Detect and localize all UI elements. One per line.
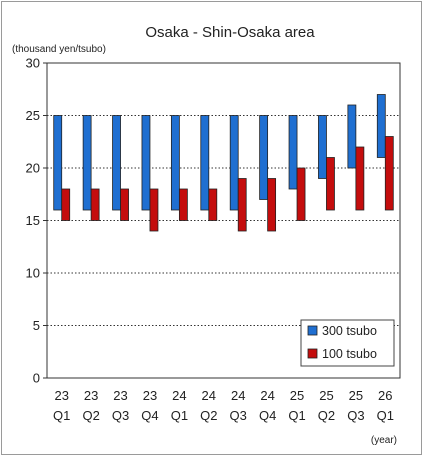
x-tick-quarter-10: Q3 [347, 408, 364, 423]
y-tick-label-10: 10 [26, 266, 40, 281]
y-tick-label-0: 0 [33, 371, 40, 386]
bars [53, 94, 394, 232]
bar-100-tsubo-24-Q2 [208, 188, 218, 221]
bar-100-tsubo-26-Q1 [384, 136, 394, 211]
legend-swatch-300-tsubo [307, 325, 318, 336]
bar-100-tsubo-24-Q4 [267, 178, 277, 232]
bar-100-tsubo-23-Q3 [120, 188, 129, 221]
y-tick-labels: 0 5 10 15 20 25 30 [26, 56, 47, 386]
bar-300-tsubo-23-Q1 [53, 115, 63, 211]
bar-300-tsubo-25-Q1 [288, 115, 298, 190]
bar-300-tsubo-25-Q2 [318, 115, 327, 179]
x-tick-year-8: 25 [290, 388, 304, 403]
x-tick-quarter-0: Q1 [53, 408, 70, 423]
x-tick-year-7: 24 [260, 388, 274, 403]
x-tick-quarter-4: Q1 [171, 408, 188, 423]
x-tick-year-1: 23 [84, 388, 98, 403]
bar-100-tsubo-24-Q1 [178, 188, 188, 221]
bar-300-tsubo-23-Q3 [112, 115, 121, 211]
gridlines [47, 115, 400, 326]
bar-100-tsubo-25-Q2 [326, 157, 335, 211]
legend-label-300-tsubo: 300 tsubo [322, 324, 377, 338]
y-tick-label-5: 5 [33, 318, 40, 333]
x-tick-year-6: 24 [231, 388, 245, 403]
x-tick-year-4: 24 [172, 388, 186, 403]
bar-300-tsubo-24-Q3 [229, 115, 239, 211]
bar-300-tsubo-24-Q4 [259, 115, 269, 200]
bar-100-tsubo-24-Q3 [237, 178, 247, 232]
bar-300-tsubo-24-Q2 [200, 115, 210, 211]
bar-100-tsubo-23-Q4 [149, 188, 159, 232]
x-tick-year-2: 23 [113, 388, 127, 403]
bar-300-tsubo-23-Q4 [141, 115, 151, 211]
chart-title: Osaka - Shin-Osaka area [145, 24, 315, 41]
x-tick-year-9: 25 [319, 388, 333, 403]
x-tick-quarter-2: Q3 [112, 408, 129, 423]
x-tick-year-5: 24 [202, 388, 216, 403]
y-tick-label-30: 30 [26, 56, 40, 71]
x-tick-quarter-5: Q2 [200, 408, 217, 423]
x-tick-labels: 23 Q1 23 Q2 23 Q3 23 Q4 24 Q1 24 Q2 24 Q3 24 Q4 25 Q1 25 Q2… [53, 388, 394, 423]
x-axis-unit-label: (year) [371, 435, 397, 446]
x-tick-quarter-7: Q4 [259, 408, 276, 423]
x-tick-quarter-9: Q2 [318, 408, 335, 423]
x-tick-quarter-11: Q1 [377, 408, 394, 423]
bar-300-tsubo-25-Q3 [347, 104, 357, 169]
bar-100-tsubo-23-Q1 [61, 188, 71, 221]
bar-100-tsubo-23-Q2 [90, 188, 100, 221]
y-axis-unit-label: (thousand yen/tsubo) [12, 44, 106, 55]
bar-300-tsubo-26-Q1 [376, 94, 386, 158]
x-tick-quarter-1: Q2 [82, 408, 99, 423]
x-tick-year-10: 25 [349, 388, 363, 403]
bar-300-tsubo-23-Q2 [82, 115, 92, 211]
x-tick-quarter-8: Q1 [288, 408, 305, 423]
x-tick-quarter-3: Q4 [141, 408, 158, 423]
y-tick-label-20: 20 [26, 161, 40, 176]
legend: 300 tsubo 100 tsubo [300, 319, 395, 367]
y-tick-label-25: 25 [26, 108, 40, 123]
x-tick-quarter-6: Q3 [230, 408, 247, 423]
legend-label-100-tsubo: 100 tsubo [322, 347, 377, 361]
bar-100-tsubo-25-Q1 [296, 167, 306, 221]
bar-300-tsubo-24-Q1 [170, 115, 180, 211]
x-tick-year-0: 23 [54, 388, 68, 403]
bar-100-tsubo-25-Q3 [355, 146, 365, 211]
x-tick-year-11: 26 [378, 388, 392, 403]
x-tick-year-3: 23 [143, 388, 157, 403]
legend-swatch-100-tsubo [307, 348, 318, 359]
y-tick-label-15: 15 [26, 213, 40, 228]
